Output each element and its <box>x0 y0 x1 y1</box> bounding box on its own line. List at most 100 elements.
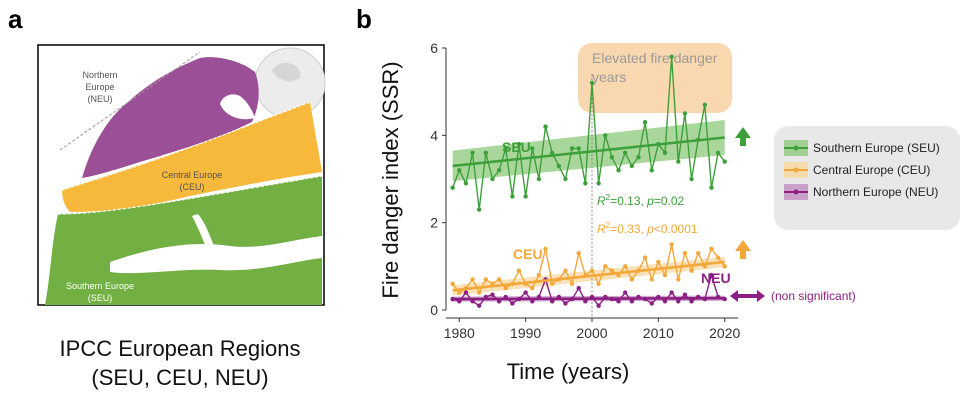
data-point-seu <box>682 111 688 116</box>
ipcc-region-map: Northern Europe (NEU) Central Europe (CE… <box>37 44 326 306</box>
data-point-seu <box>603 133 608 138</box>
data-point-seu <box>676 159 681 164</box>
mediterranean-sea <box>110 236 322 274</box>
x-tick-label: 1980 <box>444 325 475 341</box>
data-point-neu <box>596 303 601 308</box>
data-point-neu <box>662 299 668 304</box>
highlight-label-line1: Elevated fire danger <box>592 50 718 66</box>
neu-label-line1: Northern <box>82 70 117 80</box>
data-point-ceu <box>483 277 489 282</box>
ceu-region <box>62 102 322 212</box>
data-point-neu <box>689 299 694 304</box>
data-point-ceu <box>656 259 661 265</box>
data-point-seu <box>616 168 621 173</box>
x-tick-label: 2000 <box>576 325 607 341</box>
data-point-ceu <box>470 277 475 282</box>
y-tick-label: 6 <box>430 40 438 56</box>
graticule-line <box>59 51 201 151</box>
data-point-ceu <box>669 242 674 247</box>
data-point-ceu <box>530 285 535 291</box>
data-point-seu <box>470 150 475 155</box>
data-point-seu <box>689 176 694 182</box>
data-point-neu <box>629 299 635 304</box>
data-point-ceu <box>543 246 548 252</box>
trend-line-seu <box>452 136 725 168</box>
ceu-label-line1: Central Europe <box>162 170 223 180</box>
data-point-seu <box>543 124 548 129</box>
legend-label-seu: Southern Europe (SEU) <box>813 141 940 155</box>
data-point-seu <box>642 120 648 125</box>
data-point-neu <box>523 290 528 295</box>
globe-inset <box>254 47 326 119</box>
data-point-seu <box>503 146 508 151</box>
data-point-ceu <box>722 264 727 269</box>
data-point-seu <box>583 181 588 186</box>
legend-label-ceu: Central Europe (CEU) <box>813 163 930 177</box>
y-axis-title: Fire danger index (SSR) <box>378 61 403 298</box>
data-point-ceu <box>629 277 635 282</box>
data-point-seu <box>709 185 714 190</box>
data-point-seu <box>629 163 635 169</box>
legend-marker-seu <box>793 145 799 151</box>
data-point-neu <box>669 290 674 295</box>
data-point-seu <box>496 168 502 173</box>
data-point-ceu <box>576 251 581 256</box>
legend-label-neu: Northern Europe (NEU) <box>813 185 938 199</box>
adriatic-sea <box>192 214 214 248</box>
data-point-ceu <box>603 264 608 269</box>
neu-stat-note: (non significant) <box>771 289 856 303</box>
data-point-seu <box>715 150 721 155</box>
neu-label-line3: (NEU) <box>88 94 113 104</box>
ceu-stat: R2=0.33, p<0.0001 <box>597 221 698 236</box>
neu-flat-arrow-icon <box>730 290 765 302</box>
ceu-stat-r2: =0.33, <box>610 222 647 236</box>
map-caption-line1: IPCC European Regions <box>59 336 301 361</box>
data-point-seu <box>622 150 628 155</box>
data-point-neu <box>616 299 621 304</box>
data-point-seu <box>457 168 462 173</box>
neu-series-label: NEU <box>701 270 731 286</box>
map-caption-line2: (SEU, CEU, NEU) <box>91 365 269 390</box>
data-point-ceu <box>536 272 542 278</box>
data-point-ceu <box>709 246 714 252</box>
trend-line-neu <box>452 296 725 301</box>
data-point-seu <box>569 146 575 151</box>
data-point-seu <box>702 102 708 107</box>
seu-stat-p: =0.02 <box>654 194 685 208</box>
x-axis-title: Time (years) <box>507 359 630 384</box>
data-point-seu <box>722 159 727 164</box>
data-point-seu <box>596 181 601 186</box>
data-point-neu <box>682 292 688 297</box>
data-point-neu <box>463 290 469 295</box>
legend-marker-ceu <box>793 167 799 173</box>
elevated-years-highlight <box>578 43 732 113</box>
seu-series-label: SEU <box>502 139 531 155</box>
data-point-seu <box>576 146 581 151</box>
highlight-label-line2: years <box>592 69 626 85</box>
panel-b-label: b <box>356 4 372 34</box>
data-point-ceu <box>682 251 688 256</box>
data-point-neu <box>563 301 568 306</box>
data-point-seu <box>563 176 568 182</box>
data-point-ceu <box>622 264 628 269</box>
data-point-ceu <box>563 268 568 273</box>
seu-up-arrow-icon <box>735 127 751 146</box>
data-point-seu <box>589 80 595 86</box>
data-point-neu <box>476 303 482 308</box>
globe-land <box>272 62 301 82</box>
data-point-seu <box>649 168 654 173</box>
data-point-ceu <box>649 277 654 282</box>
data-point-ceu <box>569 281 575 286</box>
data-point-seu <box>476 207 482 212</box>
ceu-series-label: CEU <box>513 246 543 262</box>
seu-label-line1: Southern Europe <box>66 281 134 291</box>
data-point-seu <box>669 54 674 59</box>
data-point-seu <box>609 154 615 160</box>
axes: 0 2 4 6 1980 1990 2000 2010 2020 <box>430 40 740 341</box>
data-point-seu <box>536 176 542 182</box>
data-point-seu <box>662 150 668 155</box>
data-point-ceu <box>695 251 701 256</box>
trend-lines <box>452 136 725 301</box>
data-point-neu <box>490 292 495 297</box>
